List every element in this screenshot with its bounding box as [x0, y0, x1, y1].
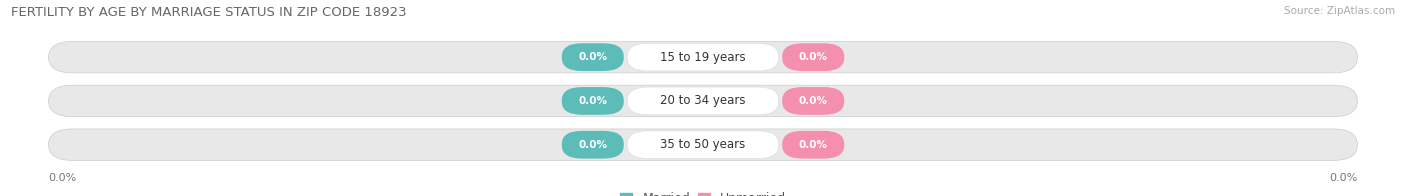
- FancyBboxPatch shape: [562, 43, 624, 71]
- Text: 0.0%: 0.0%: [799, 52, 828, 62]
- FancyBboxPatch shape: [782, 43, 844, 71]
- FancyBboxPatch shape: [48, 41, 1358, 73]
- FancyBboxPatch shape: [782, 87, 844, 115]
- Text: 0.0%: 0.0%: [578, 140, 607, 150]
- FancyBboxPatch shape: [48, 85, 1358, 117]
- FancyBboxPatch shape: [627, 131, 779, 159]
- FancyBboxPatch shape: [627, 43, 779, 71]
- Text: 15 to 19 years: 15 to 19 years: [661, 51, 745, 64]
- Text: 0.0%: 0.0%: [1329, 173, 1358, 183]
- Text: Source: ZipAtlas.com: Source: ZipAtlas.com: [1284, 6, 1395, 16]
- Text: 20 to 34 years: 20 to 34 years: [661, 94, 745, 107]
- Text: 0.0%: 0.0%: [799, 140, 828, 150]
- FancyBboxPatch shape: [562, 87, 624, 115]
- FancyBboxPatch shape: [562, 131, 624, 159]
- FancyBboxPatch shape: [627, 87, 779, 115]
- Text: FERTILITY BY AGE BY MARRIAGE STATUS IN ZIP CODE 18923: FERTILITY BY AGE BY MARRIAGE STATUS IN Z…: [11, 6, 406, 19]
- FancyBboxPatch shape: [782, 131, 844, 159]
- Text: 0.0%: 0.0%: [578, 52, 607, 62]
- Text: 0.0%: 0.0%: [578, 96, 607, 106]
- Text: 0.0%: 0.0%: [799, 96, 828, 106]
- Legend: Married, Unmarried: Married, Unmarried: [614, 187, 792, 196]
- Text: 0.0%: 0.0%: [48, 173, 77, 183]
- FancyBboxPatch shape: [48, 129, 1358, 161]
- Text: 35 to 50 years: 35 to 50 years: [661, 138, 745, 151]
